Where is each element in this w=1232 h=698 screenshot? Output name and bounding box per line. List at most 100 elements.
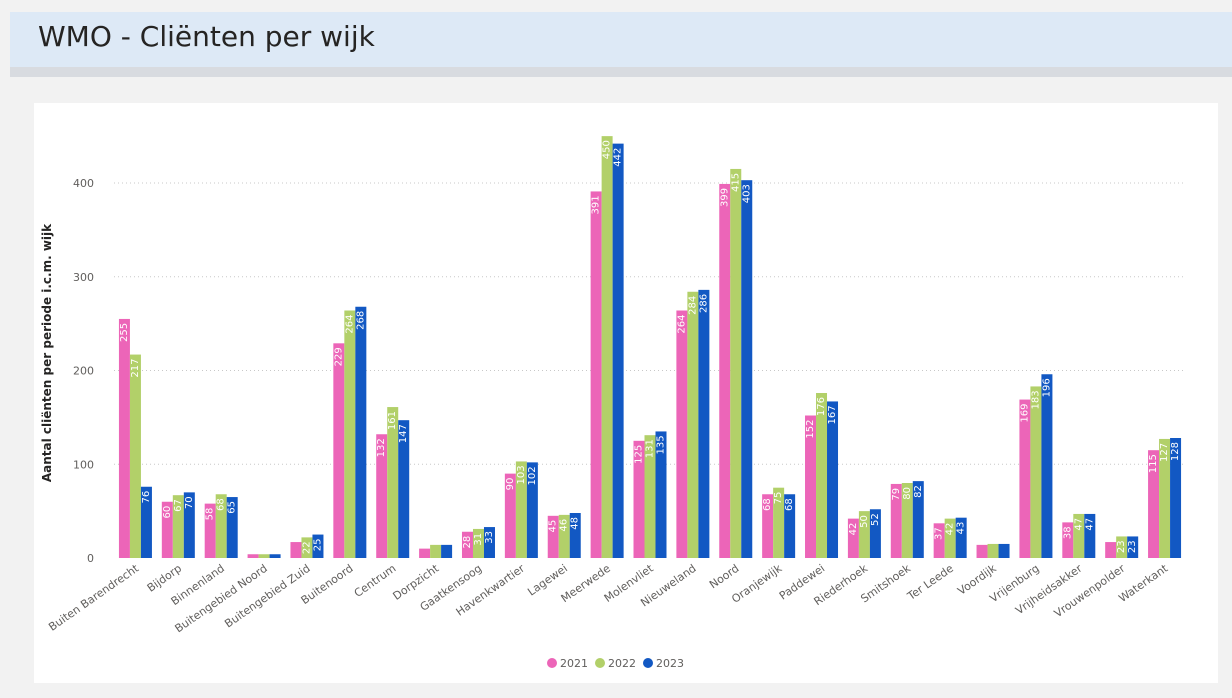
- data-label: 68: [762, 498, 773, 511]
- data-label: 79: [891, 488, 902, 501]
- bar-2022: [387, 407, 399, 558]
- bar-2021: [1062, 522, 1074, 558]
- bar-2021: [333, 343, 345, 558]
- data-label: 42: [848, 523, 859, 536]
- data-label: 31: [473, 533, 484, 546]
- data-label: 128: [1170, 442, 1181, 461]
- x-tick-label: Noord: [707, 562, 741, 592]
- bar-2023: [1127, 536, 1139, 558]
- data-label: 47: [1084, 518, 1095, 531]
- y-tick-label: 400: [73, 177, 94, 190]
- data-label: 68: [216, 498, 227, 511]
- bar-2022: [601, 136, 613, 558]
- bar-2022: [515, 461, 527, 558]
- bar-2021: [890, 483, 902, 558]
- data-label: 25: [312, 539, 323, 552]
- data-label: 52: [870, 513, 881, 526]
- data-label: 23: [1116, 540, 1127, 553]
- bar-2021: [719, 183, 731, 558]
- bar-2022: [987, 543, 999, 558]
- data-label: 152: [805, 420, 816, 439]
- bar-2021: [118, 318, 130, 558]
- bar-2023: [398, 420, 410, 558]
- data-label: 264: [676, 315, 687, 334]
- bar-2022: [773, 487, 785, 558]
- bar-2021: [805, 415, 817, 558]
- data-label: 45: [548, 520, 559, 533]
- header-divider: [10, 67, 1232, 77]
- legend-label: 2022: [608, 657, 636, 670]
- page-title: WMO - Cliënten per wijk: [38, 20, 375, 53]
- bar-2021: [1148, 450, 1160, 558]
- data-label: 37: [934, 527, 945, 540]
- data-label: 196: [1041, 378, 1052, 397]
- bar-2021: [161, 501, 173, 558]
- x-tick-label: Waterkant: [1116, 561, 1170, 605]
- bar-2022: [1159, 438, 1171, 558]
- data-label: 132: [376, 438, 387, 457]
- bar-2022: [1030, 386, 1042, 558]
- bar-2021: [547, 515, 559, 558]
- data-label: 147: [398, 424, 409, 443]
- bar-2022: [558, 514, 570, 558]
- data-label: 169: [1019, 404, 1030, 423]
- legend-label: 2023: [656, 657, 684, 670]
- bar-2021: [504, 473, 516, 558]
- bar-2021: [1019, 399, 1031, 558]
- legend-marker: [547, 658, 557, 668]
- bar-2023: [526, 462, 538, 558]
- data-label: 102: [527, 466, 538, 485]
- y-tick-label: 0: [87, 552, 94, 565]
- legend-marker: [643, 658, 653, 668]
- x-tick-label: Vrouwenpolder: [1052, 562, 1128, 621]
- bar-2022: [816, 393, 828, 558]
- y-tick-label: 100: [73, 458, 94, 471]
- bar-2021: [847, 518, 859, 558]
- bar-2023: [741, 180, 753, 558]
- y-axis-title: Aantal cliënten per periode i.c.m. wijk: [40, 223, 54, 482]
- bar-chart: 0 100 200 300 400 Aantal cliënten per periode…: [40, 136, 1186, 670]
- bar-2022: [129, 354, 141, 558]
- data-label: 82: [913, 485, 924, 498]
- bar-2023: [869, 509, 881, 558]
- data-label: 42: [945, 523, 956, 536]
- data-label: 70: [184, 496, 195, 509]
- bar-2022: [687, 291, 699, 558]
- bar-2021: [762, 494, 774, 558]
- bar-2023: [827, 401, 839, 558]
- bar-2023: [441, 544, 453, 558]
- data-label: 403: [741, 184, 752, 203]
- data-label: 28: [462, 536, 473, 549]
- bar-2023: [183, 492, 195, 558]
- bar-2021: [1105, 542, 1117, 558]
- data-label: 176: [816, 397, 827, 416]
- bar-2021: [676, 310, 688, 558]
- bar-2023: [612, 143, 624, 558]
- data-label: 60: [162, 506, 173, 519]
- legend-marker: [595, 658, 605, 668]
- data-label: 183: [1030, 390, 1041, 409]
- data-label: 127: [1159, 443, 1170, 462]
- bar-2021: [633, 440, 645, 558]
- bar-2022: [1073, 513, 1085, 558]
- bar-2023: [912, 481, 924, 558]
- bar-2022: [901, 483, 913, 558]
- bar-2021: [590, 191, 602, 558]
- bar-2021: [247, 554, 259, 558]
- bar-2023: [355, 306, 367, 558]
- data-label: 76: [141, 491, 152, 504]
- bar-2023: [784, 494, 796, 558]
- data-label: 115: [1148, 454, 1159, 473]
- data-label: 90: [505, 478, 516, 491]
- bar-2022: [858, 511, 870, 558]
- bar-2023: [655, 431, 667, 558]
- bar-2022: [430, 544, 442, 558]
- bar-2022: [215, 494, 227, 558]
- data-label: 391: [591, 195, 602, 214]
- data-label: 38: [1062, 526, 1073, 539]
- bar-2021: [461, 531, 473, 558]
- x-tick-label: Ter Leede: [904, 562, 956, 604]
- data-label: 415: [730, 173, 741, 192]
- y-tick-label: 300: [73, 271, 94, 284]
- data-label: 50: [859, 515, 870, 528]
